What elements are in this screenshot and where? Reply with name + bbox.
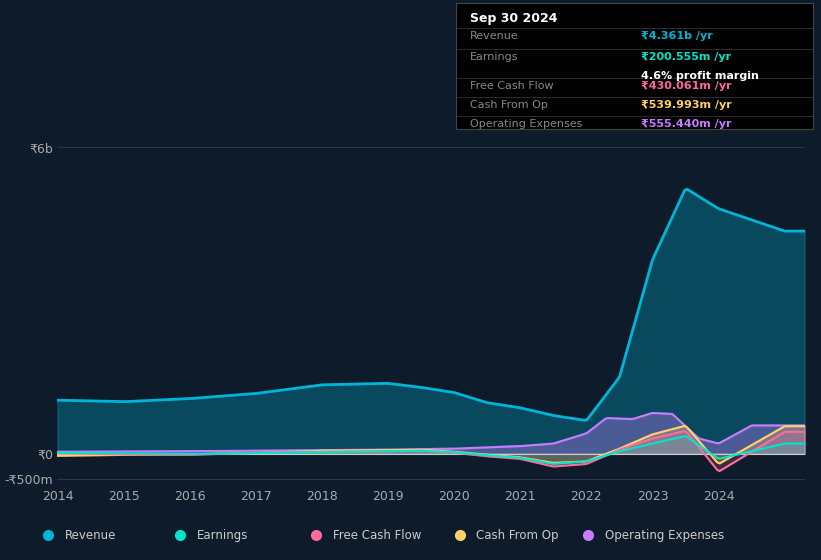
Text: ₹555.440m /yr: ₹555.440m /yr bbox=[641, 119, 732, 129]
Text: ₹430.061m /yr: ₹430.061m /yr bbox=[641, 81, 732, 91]
Text: Cash From Op: Cash From Op bbox=[470, 100, 548, 110]
Text: Free Cash Flow: Free Cash Flow bbox=[470, 81, 553, 91]
Text: Earnings: Earnings bbox=[197, 529, 248, 542]
Text: ₹539.993m /yr: ₹539.993m /yr bbox=[641, 100, 732, 110]
Text: ₹4.361b /yr: ₹4.361b /yr bbox=[641, 30, 713, 40]
Text: Revenue: Revenue bbox=[65, 529, 116, 542]
Text: Cash From Op: Cash From Op bbox=[476, 529, 559, 542]
Text: Operating Expenses: Operating Expenses bbox=[470, 119, 582, 129]
Text: Earnings: Earnings bbox=[470, 52, 518, 62]
Text: Free Cash Flow: Free Cash Flow bbox=[333, 529, 421, 542]
Text: ₹200.555m /yr: ₹200.555m /yr bbox=[641, 52, 732, 62]
Text: Revenue: Revenue bbox=[470, 30, 519, 40]
Text: 4.6% profit margin: 4.6% profit margin bbox=[641, 71, 759, 81]
Text: Operating Expenses: Operating Expenses bbox=[604, 529, 724, 542]
Text: Sep 30 2024: Sep 30 2024 bbox=[470, 12, 557, 25]
